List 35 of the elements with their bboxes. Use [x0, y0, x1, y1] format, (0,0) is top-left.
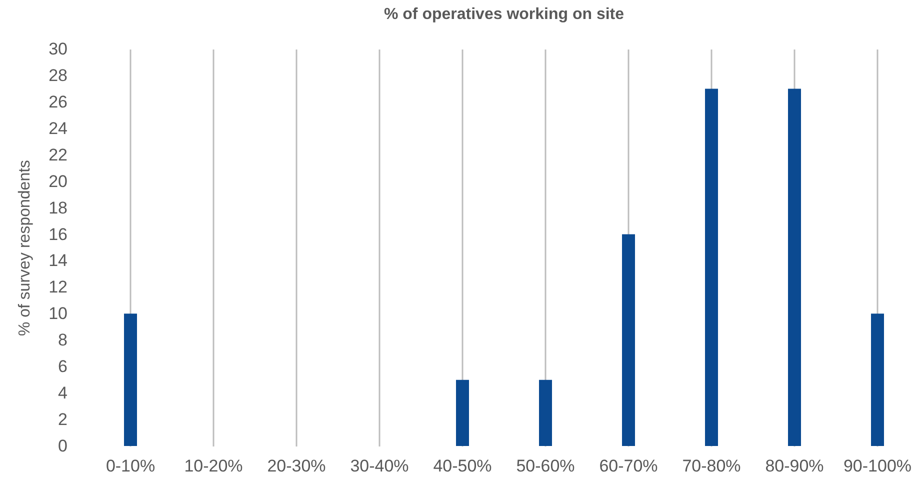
x-tick-label: 0-10% — [106, 456, 156, 476]
x-tick-label: 90-100% — [843, 456, 912, 476]
y-tick-label: 16 — [48, 224, 68, 244]
chart-title: % of operatives working on site — [384, 6, 624, 23]
y-tick-label: 26 — [48, 92, 68, 112]
x-tick-label: 10-20% — [184, 456, 243, 476]
y-tick-label: 22 — [48, 145, 68, 164]
y-tick-label: 4 — [58, 384, 68, 403]
bar — [456, 380, 469, 446]
y-tick-label: 20 — [48, 172, 68, 191]
bar — [871, 314, 884, 446]
y-tick-label: 30 — [48, 40, 68, 58]
bar — [622, 234, 635, 446]
y-tick-label: 18 — [48, 198, 68, 218]
x-tick-label: 30-40% — [350, 456, 409, 476]
y-tick-label: 14 — [48, 251, 68, 270]
x-tick-label: 50-60% — [516, 456, 575, 476]
x-tick-label: 80-90% — [765, 456, 824, 476]
bar — [705, 88, 718, 446]
y-tick-label: 0 — [58, 436, 68, 456]
x-tick-label: 40-50% — [433, 456, 492, 476]
bar — [788, 88, 801, 446]
y-tick-label: 28 — [48, 66, 68, 85]
x-tick-label: 20-30% — [267, 456, 326, 476]
y-tick-label: 10 — [48, 304, 68, 324]
bar — [539, 380, 552, 446]
y-tick-label: 8 — [58, 330, 68, 350]
y-tick-label: 12 — [48, 278, 68, 297]
y-tick-label: 6 — [58, 357, 68, 376]
bar — [124, 314, 137, 446]
y-tick-label: 24 — [48, 118, 68, 138]
x-tick-label: 70-80% — [682, 456, 741, 476]
y-axis-title: % of survey respondents — [16, 160, 34, 336]
x-tick-label: 60-70% — [599, 456, 658, 476]
y-tick-label: 2 — [58, 410, 68, 430]
